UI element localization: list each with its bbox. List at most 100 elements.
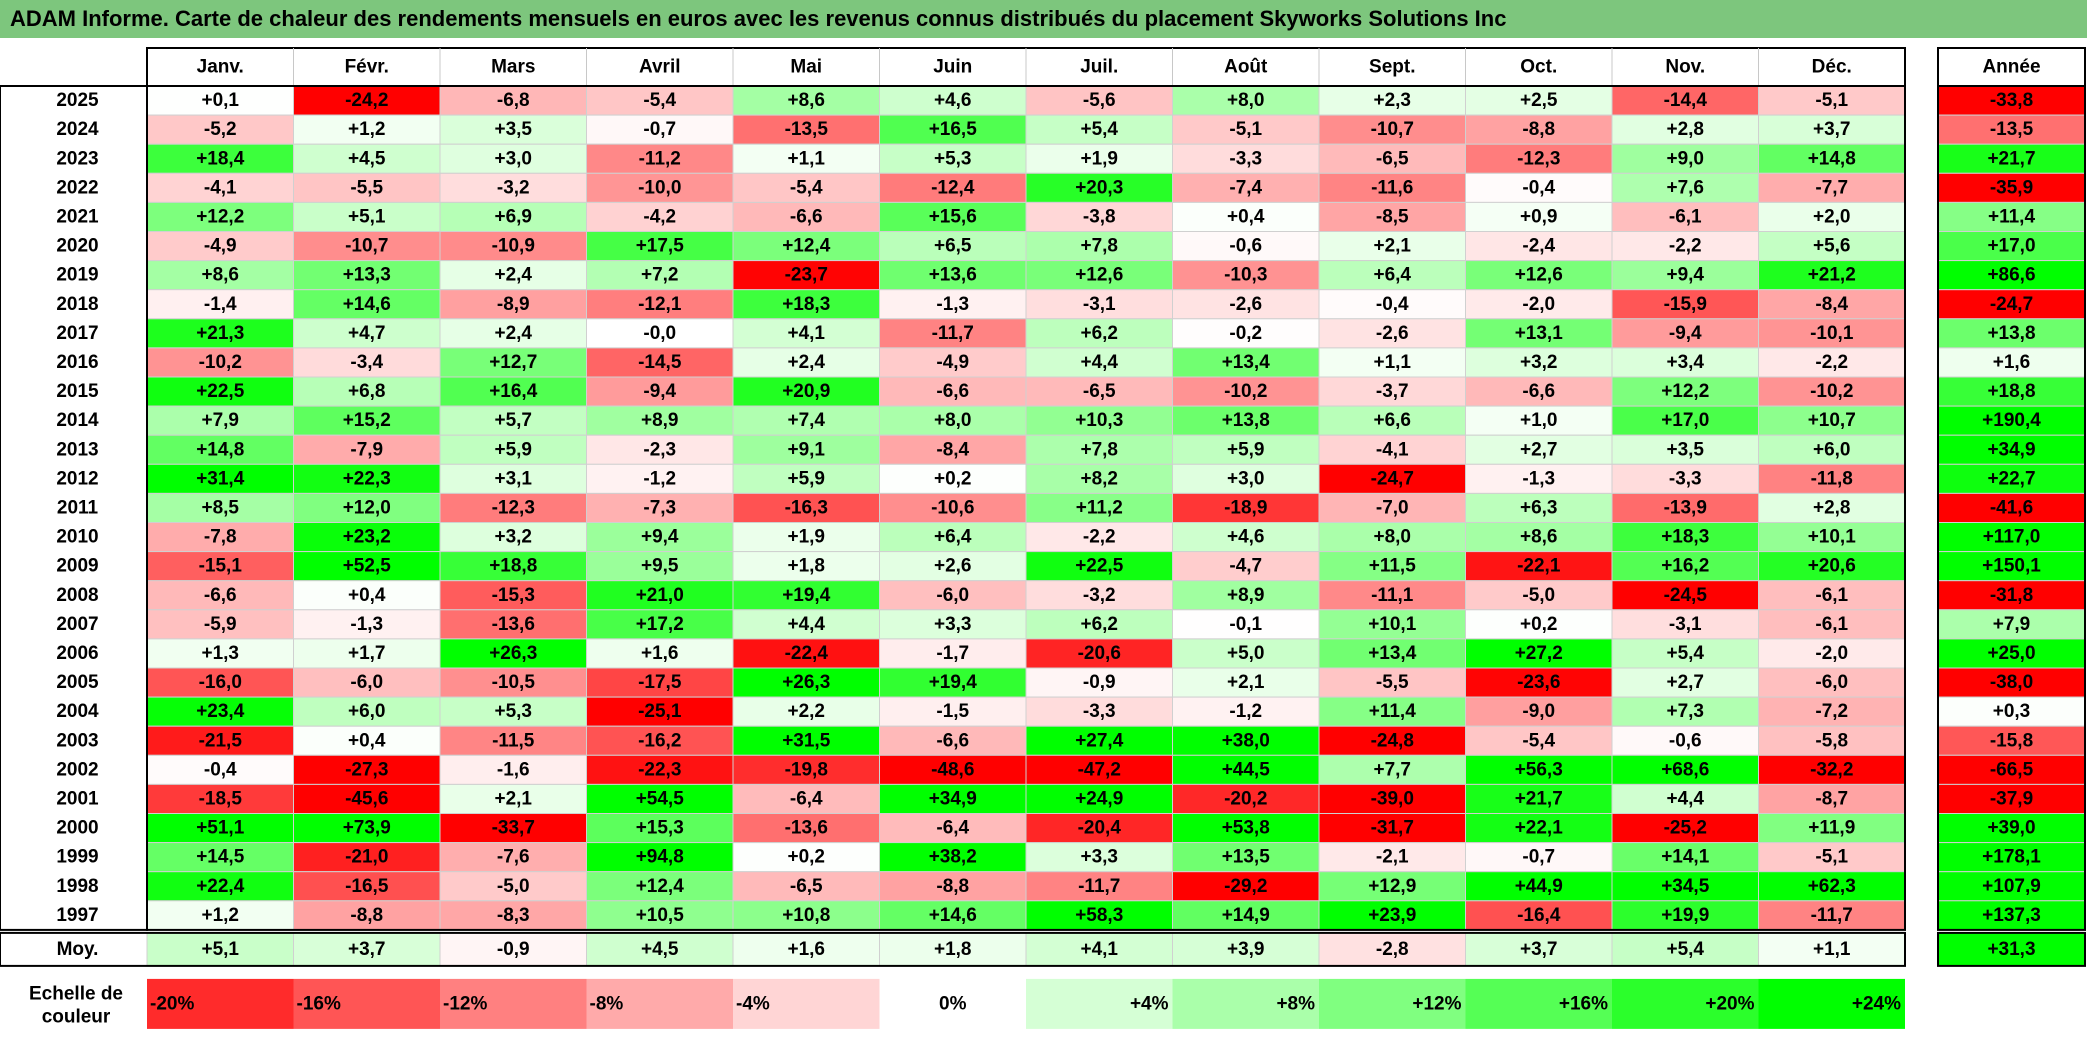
cell-value: -11,8 <box>1811 468 1853 489</box>
annual-value: +150,1 <box>1982 556 2041 577</box>
cell-value: +2,8 <box>1666 119 1704 140</box>
heatmap-cell <box>1318 318 1466 349</box>
cell-value: -10,1 <box>1810 323 1854 344</box>
cell-value: +3,1 <box>494 468 532 489</box>
scale-step-label: -12% <box>443 993 487 1014</box>
cell-value: -6,0 <box>350 672 383 693</box>
cell-value: -9,0 <box>1522 701 1555 722</box>
heatmap-cell <box>1318 667 1466 698</box>
heatmap-cell <box>1025 725 1173 756</box>
cell-value: -4,9 <box>936 352 969 373</box>
cell-value: +5,3 <box>494 701 532 722</box>
cell-value: -23,7 <box>785 265 828 286</box>
year-label: 2009 <box>56 556 98 577</box>
heatmap-cell <box>1465 143 1613 174</box>
cell-value: +10,5 <box>636 905 685 926</box>
cell-value: +27,2 <box>1515 643 1563 664</box>
cell-value: -23,6 <box>1517 672 1560 693</box>
cell-value: +12,6 <box>1075 265 1123 286</box>
cell-value: -0,6 <box>1669 730 1702 751</box>
annual-cell <box>1937 85 2086 116</box>
heatmap-cell <box>439 201 587 232</box>
year-label: 1999 <box>56 847 98 868</box>
annual-value: +86,6 <box>1987 265 2035 286</box>
annual-cell <box>1937 783 2086 815</box>
heatmap-cell <box>586 318 734 349</box>
heatmap-cell <box>879 376 1027 407</box>
heatmap-cell <box>879 463 1027 494</box>
cell-value: +20,6 <box>1808 556 1856 577</box>
cell-value: -5,1 <box>1815 847 1848 868</box>
heatmap-cell <box>146 114 294 145</box>
heatmap-cell <box>586 609 734 640</box>
cell-value: +2,8 <box>1813 497 1851 518</box>
cell-value: +8,6 <box>787 90 825 111</box>
cell-value: -6,1 <box>1669 206 1702 227</box>
cell-value: +12,4 <box>636 876 685 897</box>
heatmap-cell <box>1465 871 1613 902</box>
cell-value: -18,9 <box>1224 497 1267 518</box>
cell-value: +5,1 <box>348 206 386 227</box>
heatmap-cell <box>1758 376 1906 407</box>
scale-swatch <box>1758 978 1905 1029</box>
year-label: 2024 <box>56 119 99 140</box>
cell-value: +5,6 <box>1813 236 1851 257</box>
annual-value: -24,7 <box>1990 294 2033 315</box>
heatmap-cell <box>1318 231 1466 262</box>
cell-value: +7,8 <box>1080 439 1118 460</box>
cell-value: +18,3 <box>782 294 830 315</box>
year-label: 2004 <box>56 701 99 722</box>
heatmap-cell <box>1025 85 1173 116</box>
heatmap-cell <box>146 725 294 756</box>
cell-value: +1,8 <box>787 556 825 577</box>
heatmap-cell <box>879 260 1027 291</box>
year-label: 2020 <box>56 236 98 257</box>
cell-value: +5,3 <box>934 148 972 169</box>
month-header: Janv. <box>197 57 244 78</box>
heatmap-cell <box>293 638 441 669</box>
heatmap-cell <box>879 871 1027 902</box>
average-label: Moy. <box>57 939 99 960</box>
cell-value: -3,2 <box>1083 585 1116 606</box>
cell-value: +2,6 <box>934 556 972 577</box>
heatmap-cell <box>1318 609 1466 640</box>
cell-value: +1,2 <box>348 119 386 140</box>
cell-value: +18,8 <box>489 556 537 577</box>
annual-value: +22,7 <box>1987 468 2035 489</box>
cell-value: -11,7 <box>1811 905 1853 926</box>
heatmap-cell <box>732 172 880 203</box>
cell-value: -6,6 <box>936 381 969 402</box>
heatmap-cell <box>1611 347 1759 378</box>
heatmap-cell <box>732 405 880 436</box>
heatmap-cell <box>439 492 587 523</box>
cell-value: -11,1 <box>1371 585 1414 606</box>
heatmap-cell <box>1318 172 1466 203</box>
heatmap-cell <box>586 85 734 116</box>
heatmap-cell <box>879 143 1027 174</box>
heatmap-cell <box>1172 201 1320 232</box>
scale-step-label: +12% <box>1412 993 1461 1014</box>
heatmap-cell <box>586 522 734 553</box>
cell-value: -6,6 <box>936 730 969 751</box>
cell-value: +5,7 <box>494 410 532 431</box>
heatmap-cell <box>586 696 734 727</box>
cell-value: -1,6 <box>497 759 530 780</box>
heatmap-cell <box>1172 260 1320 291</box>
heatmap-cell <box>1611 551 1759 582</box>
heatmap-cell <box>1758 725 1906 756</box>
heatmap-cell <box>1172 871 1320 902</box>
average-value: -2,8 <box>1376 939 1409 960</box>
cell-value: -0,9 <box>1083 672 1116 693</box>
cell-value: +16,5 <box>929 119 978 140</box>
annual-cell <box>1937 434 2086 465</box>
cell-value: -21,5 <box>199 730 243 751</box>
scale-step-label: +8% <box>1276 993 1315 1014</box>
average-value: +1,8 <box>934 939 972 960</box>
cell-value: -11,7 <box>1078 876 1120 897</box>
cell-value: -8,4 <box>1815 294 1848 315</box>
cell-value: -8,7 <box>1815 788 1848 809</box>
cell-value: +22,4 <box>196 876 245 897</box>
heatmap-cell <box>732 492 880 523</box>
heatmap-cell <box>146 201 294 232</box>
heatmap-cell <box>732 318 880 349</box>
